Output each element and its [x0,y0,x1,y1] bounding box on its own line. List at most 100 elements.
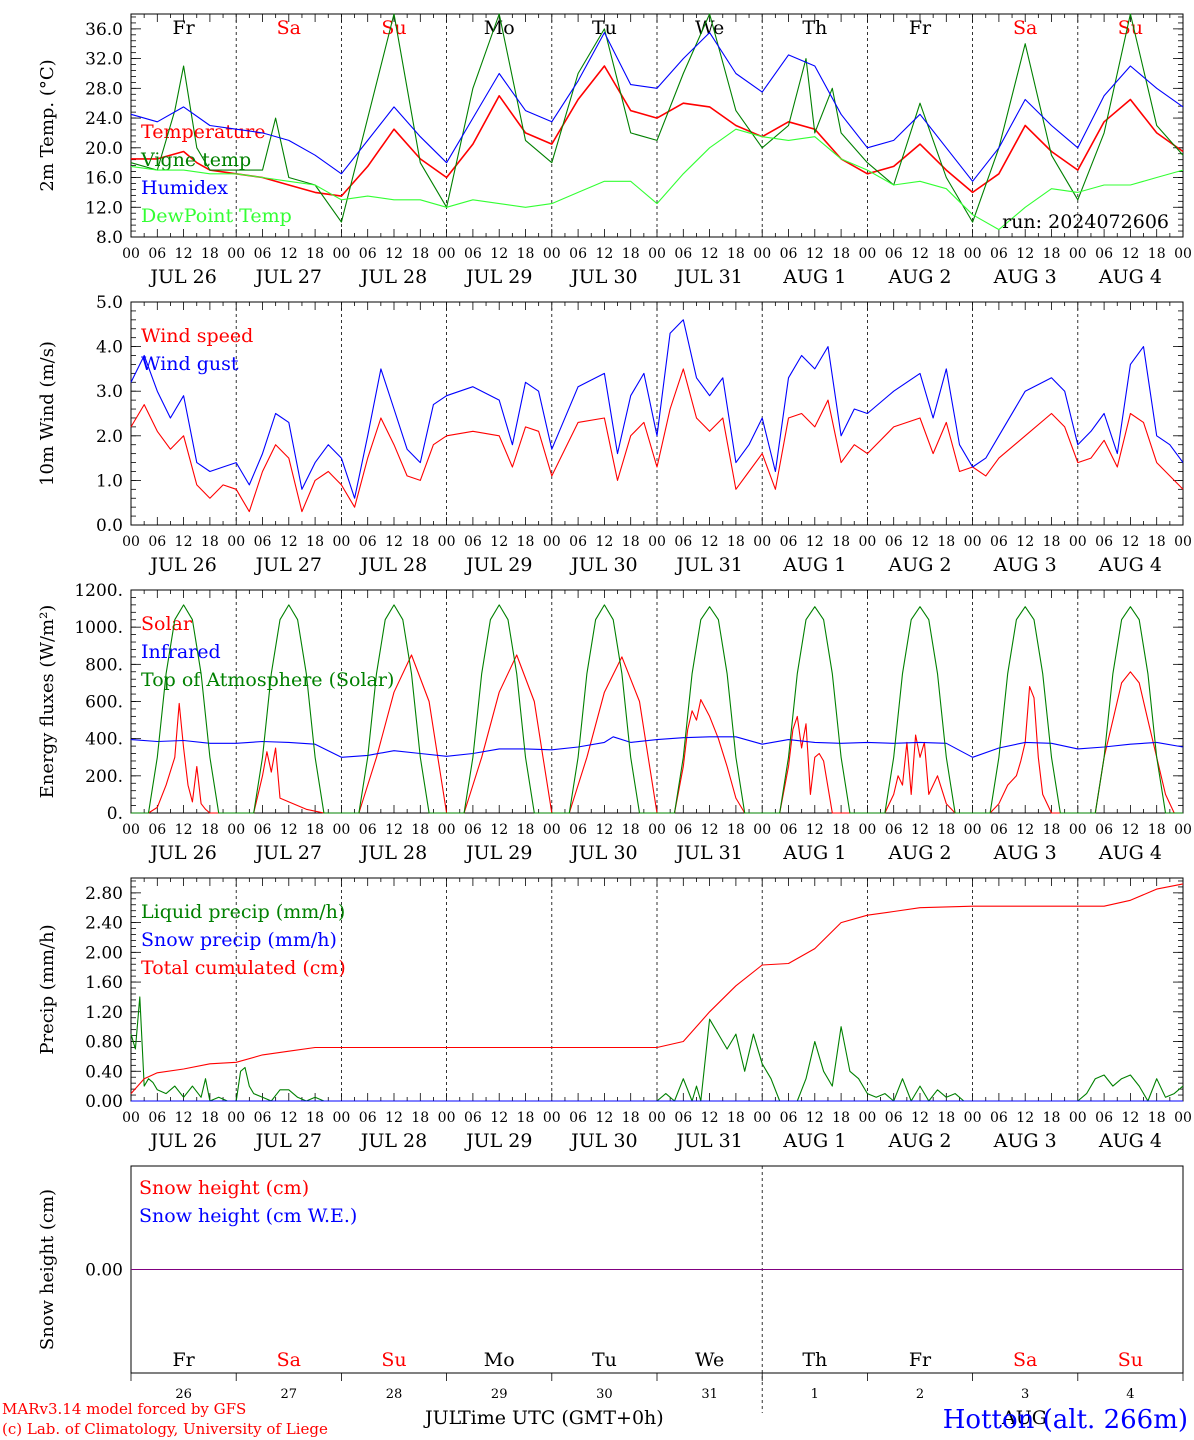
day-number: 1 [811,1387,819,1402]
day-number: 27 [281,1387,298,1402]
y-tick-label: 16.0 [85,169,123,189]
day-label: JUL 31 [674,554,742,576]
x-tick-label: 12 [911,1110,929,1126]
y-tick-label: 12.0 [85,198,123,218]
series-line-1 [130,368,1184,513]
x-tick-label: 12 [595,246,613,262]
x-tick-label: 18 [727,534,745,550]
day-label: AUG 1 [782,1130,846,1152]
y-tick-label: 1000. [74,618,123,638]
day-label: AUG 2 [887,1130,951,1152]
legend-entry: Snow precip (mm/h) [141,929,337,951]
day-label: JUL 29 [464,842,532,864]
x-tick-label: 06 [780,534,798,550]
day-label: JUL 29 [464,1130,532,1152]
day-label: AUG 4 [1098,1130,1162,1152]
legend-entry: Wind speed [141,325,253,347]
x-tick-label: 18 [411,246,429,262]
x-tick-label: 18 [411,534,429,550]
series-line-3 [130,32,1184,182]
y-tick-label: 32.0 [85,50,123,70]
legend-entry: Total cumulated (cm) [141,957,346,979]
day-name-top: Th [802,17,827,39]
day-label: AUG 1 [782,554,846,576]
day-name-top: Su [381,17,406,39]
day-label: JUL 29 [464,266,532,288]
legend-entry: Snow height (cm W.E.) [139,1205,357,1227]
day-label: JUL 30 [569,842,637,864]
y-tick-label: 4.0 [96,338,123,358]
x-tick-label: 06 [674,1110,692,1126]
x-tick-label: 06 [569,1110,587,1126]
day-number: 31 [701,1387,718,1402]
y-tick-label: 5.0 [96,293,123,313]
x-tick-label: 12 [385,822,403,838]
x-tick-label: 12 [385,1110,403,1126]
x-tick-label: 12 [280,534,298,550]
legend-entry: Solar [141,613,193,635]
panel-5: Fr 26 Sa 27 Su 28 Mo 29 Tu 30 We 31 Th 1 Fr 2 Sa 3 Su 4 0.00… [37,1165,1184,1413]
day-name-bottom: Su [1118,1349,1143,1371]
x-tick-label: 18 [937,534,955,550]
x-tick-label: 06 [464,822,482,838]
day-label: JUL 29 [464,554,532,576]
x-tick-label: 18 [201,1110,219,1126]
x-tick-label: 00 [227,822,245,838]
y-tick-label: 1200. [74,581,123,601]
x-tick-label: 00 [964,246,982,262]
x-tick-label: 06 [990,246,1008,262]
x-tick-label: 00 [122,822,140,838]
day-name-bottom: Mo [484,1349,515,1371]
y-tick-label: 0.80 [85,1033,123,1053]
x-tick-label: 00 [858,534,876,550]
x-tick-label: 00 [1174,246,1192,262]
x-tick-label: 18 [517,246,535,262]
x-tick-label: 06 [1095,1110,1113,1126]
x-tick-label: 06 [359,246,377,262]
x-tick-label: 06 [1095,246,1113,262]
x-tick-label: 12 [490,822,508,838]
x-tick-label: 18 [622,822,640,838]
x-tick-label: 12 [911,534,929,550]
x-tick-label: 00 [858,246,876,262]
x-tick-label: 00 [1069,246,1087,262]
legend-entry: Wind gust [141,353,239,375]
day-label: AUG 4 [1098,266,1162,288]
x-tick-label: 06 [464,246,482,262]
legend-entry: DewPoint Temp [141,205,292,227]
x-tick-label: 00 [122,1110,140,1126]
x-tick-label: 00 [648,822,666,838]
day-label: AUG 4 [1098,554,1162,576]
x-tick-label: 06 [780,246,798,262]
x-tick-label: 12 [1121,1110,1139,1126]
y-tick-label: 400. [85,730,123,750]
x-tick-label: 00 [332,1110,350,1126]
x-tick-label: 18 [306,246,324,262]
x-tick-label: 00 [227,246,245,262]
model-credit: MARv3.14 model forced by GFS [2,1400,246,1418]
x-tick-label: 00 [753,822,771,838]
day-label: JUL 30 [569,1130,637,1152]
y-tick-label: 2.0 [96,427,123,447]
x-tick-label: 12 [701,246,719,262]
day-label: JUL 27 [254,842,322,864]
x-tick-label: 00 [438,1110,456,1126]
x-tick-label: 18 [1043,1110,1061,1126]
x-tick-label: 00 [1069,822,1087,838]
x-tick-label: 00 [438,822,456,838]
series-line-4 [130,128,1184,231]
day-number: 28 [386,1387,403,1402]
x-tick-label: 06 [148,822,166,838]
x-tick-label: 12 [806,534,824,550]
x-tick-label: 18 [727,822,745,838]
day-name-top: Sa [1013,17,1037,39]
y-tick-label: 36.0 [85,20,123,40]
x-tick-label: 18 [1148,246,1166,262]
day-name-bottom: Sa [1013,1349,1037,1371]
x-tick-label: 18 [622,246,640,262]
x-tick-label: 06 [780,1110,798,1126]
y-tick-label: 2.40 [85,914,123,934]
x-tick-label: 00 [1174,1110,1192,1126]
x-tick-label: 06 [464,1110,482,1126]
y-tick-label: 8.0 [96,228,123,248]
